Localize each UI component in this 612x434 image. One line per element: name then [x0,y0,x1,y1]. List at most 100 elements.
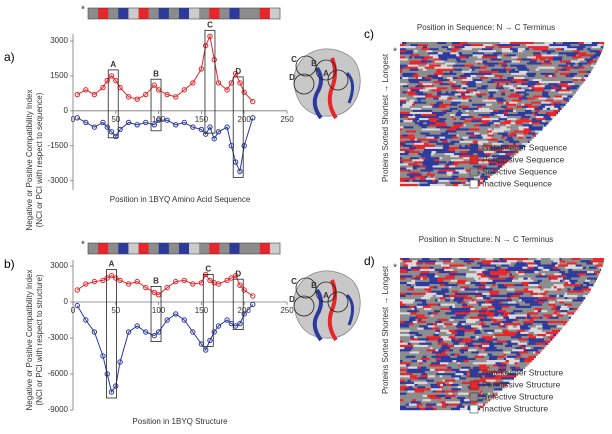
heatmap-segment [533,266,539,270]
heatmap-segment [504,334,516,337]
heatmap-segment [501,146,506,150]
heatmap-segment [433,85,444,88]
heatmap-segment [495,336,504,339]
heatmap-segment [416,307,425,311]
heatmap-segment [400,297,404,300]
heatmap-segment [525,64,536,67]
heatmap-segment [508,144,519,148]
heatmap-segment [531,50,543,53]
heatmap-segment [495,281,502,285]
heatmap-segment [502,76,508,80]
heatmap-segment [514,68,519,71]
heatmap-segment [503,375,511,378]
heatmap-segment [534,299,538,302]
heatmap-segment [460,288,465,291]
heatmap-segment [452,97,463,100]
heatmap-segment [515,301,526,304]
heatmap-segment [435,357,442,361]
data-point [190,281,196,287]
heatmap-segment [422,83,433,86]
annotation-box [204,29,216,134]
sequence-bar-segment [158,8,170,19]
heatmap-segment [451,288,461,291]
heatmap-segment [408,394,419,398]
heatmap-segment [474,89,478,92]
heatmap-segment [545,331,556,335]
heatmap-segment [463,124,467,127]
heatmap-segment [413,355,416,359]
sequence-bar-segment [128,8,139,19]
heatmap-segment [426,379,435,382]
heatmap-segment [429,128,441,131]
heatmap-segment [557,83,569,86]
heatmap-segment [514,284,524,287]
heatmap-segment [400,153,406,156]
y-tick-label: 3000 [50,36,68,45]
heatmap-segment [445,177,456,181]
heatmap-segment [591,64,595,67]
heatmap-segment [422,68,427,71]
heatmap-segment [468,130,478,133]
heatmap-segment [494,159,499,162]
heatmap-segment [464,394,469,398]
heatmap-segment [490,146,500,150]
heatmap-segment [524,357,534,361]
heatmap-segment [485,62,494,65]
heatmap-segment [559,279,563,283]
heatmap-segment [447,56,459,59]
heatmap-segment [448,161,455,164]
heatmap-segment [443,260,452,263]
heatmap-segment [485,379,496,382]
heatmap-segment [523,136,527,139]
heatmap-segment [451,258,460,261]
heatmap-segment [527,307,535,311]
heatmap-segment [510,81,517,84]
heatmap-segment [510,132,516,135]
heatmap-segment [419,375,429,378]
sequence-bar-segment [88,243,99,254]
heatmap-segment [455,165,460,168]
heatmap-segment [507,116,518,119]
heatmap-segment [481,325,490,328]
heatmap-segment [421,379,427,382]
heatmap-segment [418,124,427,127]
heatmap-segment [478,70,489,74]
heatmap-segment [405,279,412,283]
heatmap-segment [469,258,480,261]
heatmap-segment [554,72,561,76]
annotation-box [232,76,244,178]
data-point [181,119,187,126]
heatmap-segment [513,130,522,133]
heatmap-segment [578,66,585,69]
heatmap-segment [430,383,438,387]
heatmap-segment [407,58,418,61]
heatmap-segment [485,258,494,261]
heatmap-segment [466,132,475,135]
heatmap-segment [528,87,532,90]
heatmap-segment [519,146,524,150]
heatmap-segment [536,56,545,59]
heatmap-segment [459,74,468,78]
heatmap-segment [572,91,576,94]
heatmap-segment [424,407,434,411]
heatmap-segment [563,99,567,102]
heatmap-segment [579,85,581,88]
heatmap-segment [586,262,593,265]
heatmap-segment [421,70,428,74]
data-point [164,284,170,291]
heatmap-segment [454,353,460,356]
heatmap-segment [466,89,472,92]
heatmap-segment [483,179,486,183]
heatmap-segment [408,153,419,156]
heatmap-segment [410,155,417,158]
sequence-bar-segment [158,243,170,254]
heatmap-segment [418,318,422,322]
heatmap-segment [438,334,449,337]
heatmap-segment [458,370,467,374]
heatmap-segment [533,76,541,80]
heatmap-segment [559,307,570,311]
site-circle [293,73,315,95]
heatmap-segment [587,277,598,280]
data-point [74,287,80,293]
heatmap-segment [474,132,480,135]
